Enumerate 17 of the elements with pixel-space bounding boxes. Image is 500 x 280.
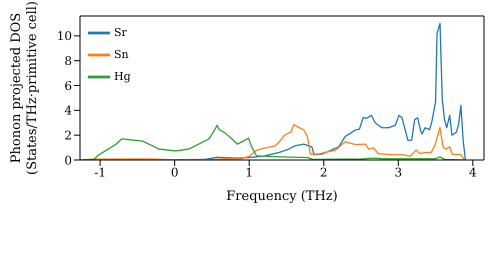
y-tick-label: 10 xyxy=(56,29,72,44)
y-tick-label: 2 xyxy=(64,128,72,142)
x-tick-label: 4 xyxy=(469,166,477,180)
x-tick-label: 1 xyxy=(245,166,254,180)
x-tick-label: -1 xyxy=(94,166,106,180)
x-tick-label: 0 xyxy=(170,166,178,180)
y-tick-label: 8 xyxy=(64,54,72,68)
x-tick-label: 2 xyxy=(320,166,328,180)
y-tick-label: 6 xyxy=(64,78,72,93)
legend-label: Sn xyxy=(114,48,129,61)
legend-label: Hg xyxy=(114,70,131,83)
x-tick-label: 3 xyxy=(394,166,402,180)
x-axis-title: Frequency (THz) xyxy=(226,189,338,204)
legend-label: Sr xyxy=(114,26,127,39)
y-axis-title: Phonon projected DOS (States/THz·primitive cell) xyxy=(9,0,40,176)
y-tick-label: 0 xyxy=(64,153,72,168)
y-tick-label: 4 xyxy=(64,104,72,118)
